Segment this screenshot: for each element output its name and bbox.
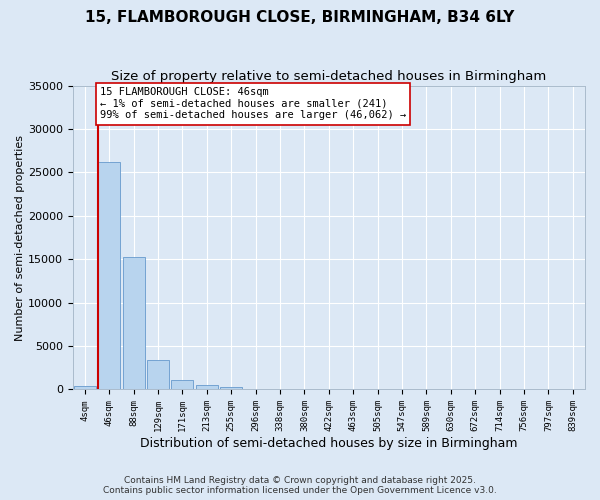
Bar (147, 360, 169, 390)
Bar (122, 258, 145, 390)
Text: 15 FLAMBOROUGH CLOSE: 46sqm
← 1% of semi-detached houses are smaller (241)
99% o: 15 FLAMBOROUGH CLOSE: 46sqm ← 1% of semi… (100, 88, 406, 120)
Text: Contains HM Land Registry data © Crown copyright and database right 2025.
Contai: Contains HM Land Registry data © Crown c… (103, 476, 497, 495)
Bar (74, 386, 96, 390)
Bar (172, 380, 193, 390)
Title: Size of property relative to semi-detached houses in Birmingham: Size of property relative to semi-detach… (111, 70, 547, 83)
Bar (196, 384, 218, 390)
Y-axis label: Number of semi-detached properties: Number of semi-detached properties (15, 134, 25, 340)
Bar (98, 162, 120, 390)
X-axis label: Distribution of semi-detached houses by size in Birmingham: Distribution of semi-detached houses by … (140, 437, 518, 450)
Bar (220, 387, 242, 390)
Text: 15, FLAMBOROUGH CLOSE, BIRMINGHAM, B34 6LY: 15, FLAMBOROUGH CLOSE, BIRMINGHAM, B34 6… (85, 10, 515, 25)
